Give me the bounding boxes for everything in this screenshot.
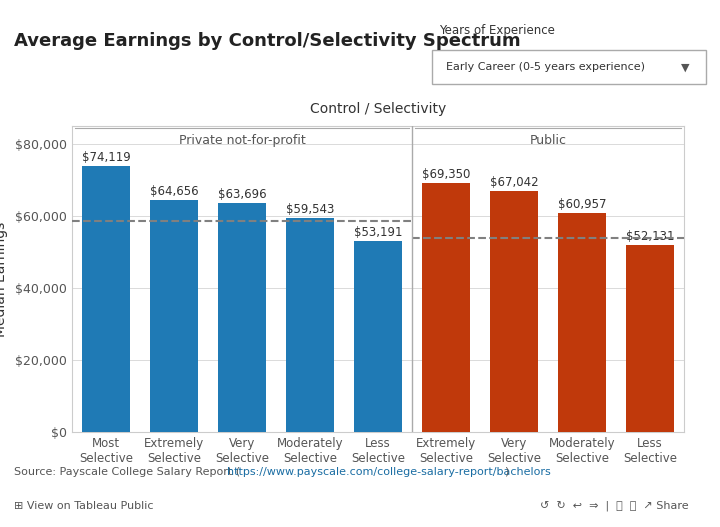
Bar [422, 183, 470, 432]
Bar [490, 191, 538, 432]
Text: $60,957: $60,957 [558, 198, 606, 211]
Text: Public: Public [529, 134, 567, 147]
Text: Average Earnings by Control/Selectivity Spectrum: Average Earnings by Control/Selectivity … [14, 32, 521, 50]
FancyBboxPatch shape [432, 50, 706, 84]
Text: $63,696: $63,696 [217, 188, 266, 201]
Bar [626, 245, 674, 432]
Bar [82, 165, 130, 432]
Text: ⊞ View on Tableau Public: ⊞ View on Tableau Public [14, 501, 154, 511]
Text: ▼: ▼ [680, 63, 689, 72]
Text: $69,350: $69,350 [422, 168, 470, 181]
Text: Early Career (0-5 years experience): Early Career (0-5 years experience) [446, 63, 644, 72]
Bar [150, 200, 198, 432]
Text: $74,119: $74,119 [81, 151, 130, 164]
Text: $53,191: $53,191 [354, 226, 402, 239]
Y-axis label: Median Earnings: Median Earnings [0, 222, 8, 337]
Bar [558, 213, 606, 432]
Text: $52,131: $52,131 [626, 230, 674, 243]
Bar [218, 203, 266, 432]
Text: Private not-for-profit: Private not-for-profit [179, 134, 305, 147]
Bar [287, 218, 334, 432]
Text: $67,042: $67,042 [490, 176, 539, 189]
Bar [354, 241, 402, 432]
Text: ): ) [504, 467, 508, 477]
Text: ↺  ↻  ↩  ⇒  |  ⬜  ⬜  ↗ Share: ↺ ↻ ↩ ⇒ | ⬜ ⬜ ↗ Share [540, 501, 688, 511]
Text: Source: Payscale College Salary Report (: Source: Payscale College Salary Report ( [14, 467, 240, 477]
Text: Years of Experience: Years of Experience [439, 24, 555, 37]
Text: $64,656: $64,656 [150, 185, 198, 198]
Text: Control / Selectivity: Control / Selectivity [310, 102, 446, 116]
Text: https://www.payscale.com/college-salary-report/bachelors: https://www.payscale.com/college-salary-… [227, 467, 551, 477]
Text: $59,543: $59,543 [286, 203, 334, 216]
